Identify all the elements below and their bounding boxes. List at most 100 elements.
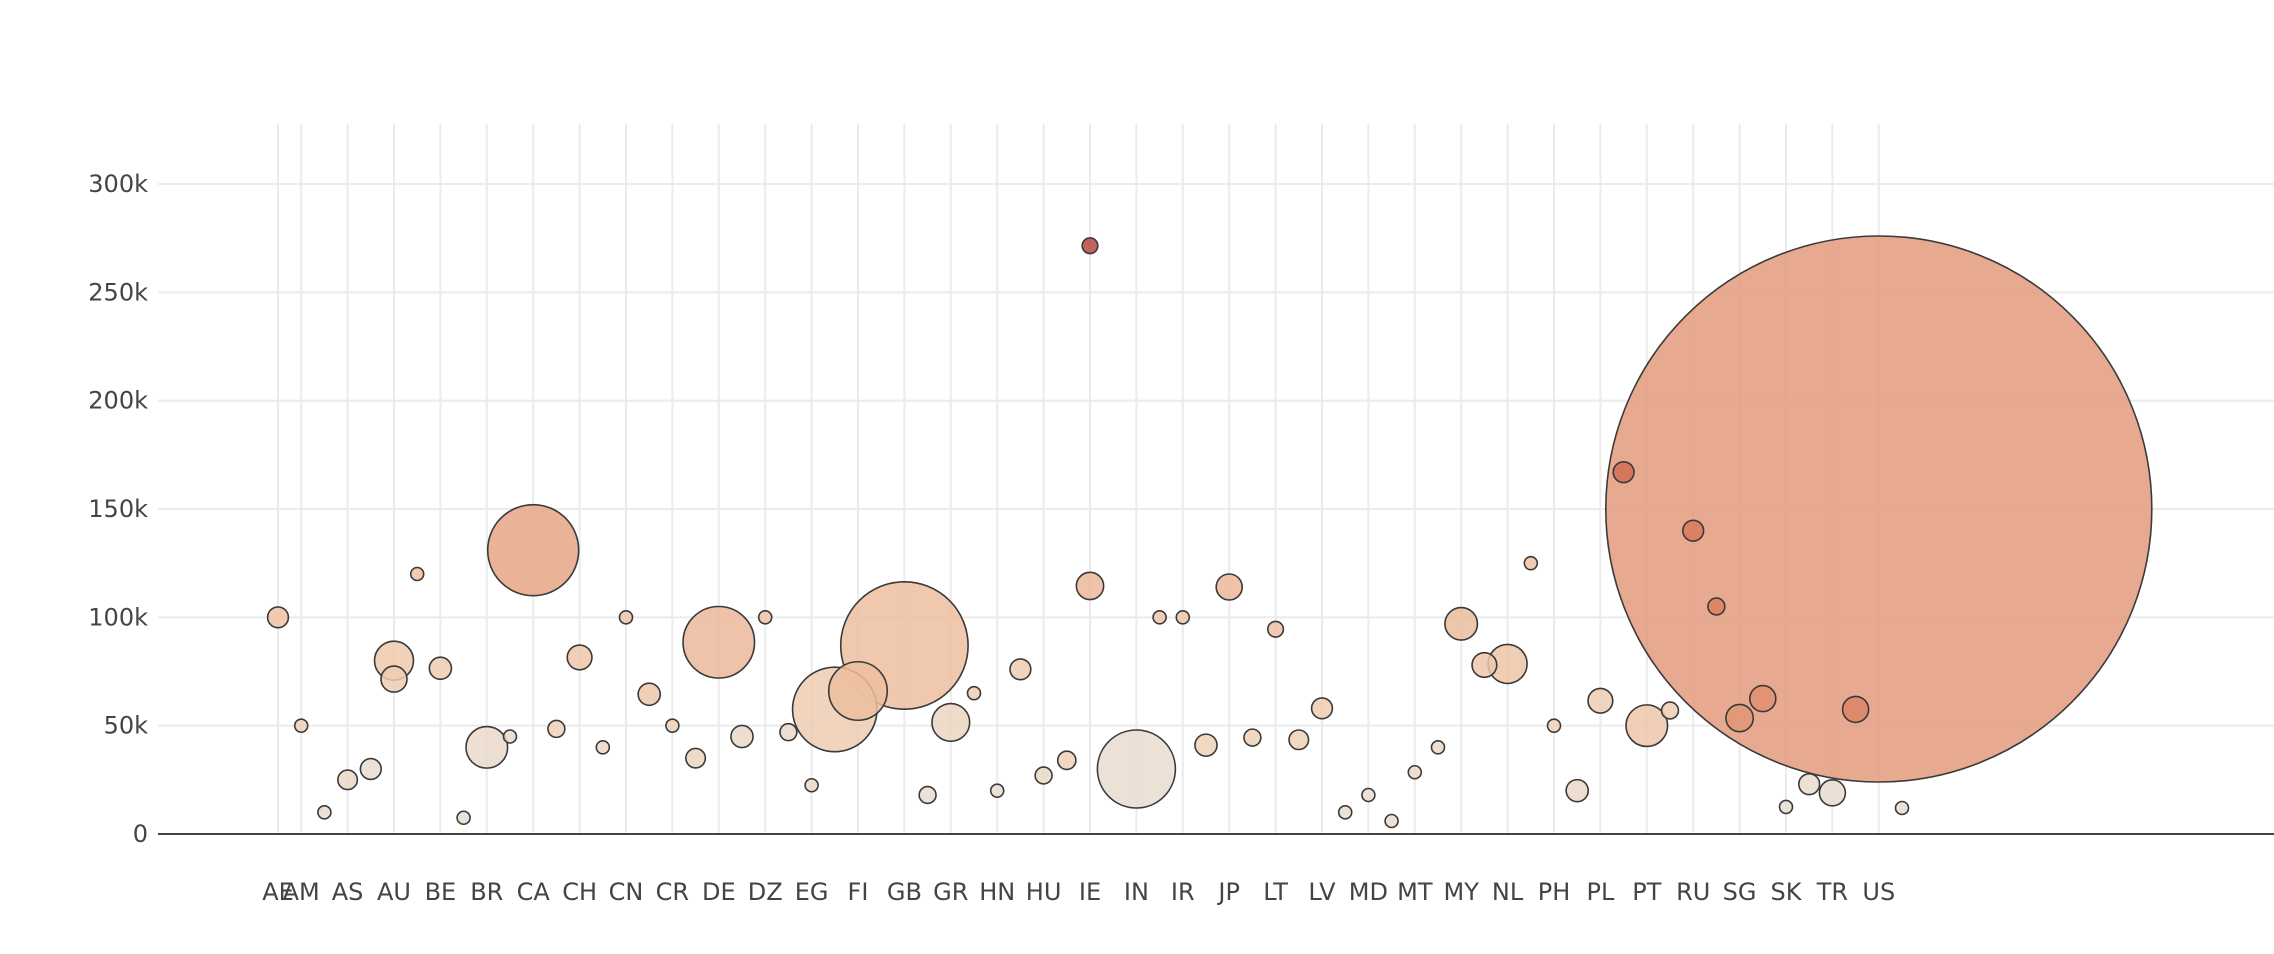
bubble-ee[interactable]	[779, 722, 798, 742]
bubble-iq[interactable]	[1152, 610, 1167, 625]
x-tick-label: PT	[1632, 878, 1661, 906]
bubble-gr[interactable]	[931, 702, 971, 743]
bubble-ng[interactable]	[1471, 651, 1498, 679]
x-tick-label: CR	[656, 878, 689, 906]
y-tick-label: 100k	[88, 603, 148, 631]
bubble-id[interactable]	[1056, 750, 1077, 771]
bubble-ba[interactable]	[409, 566, 425, 582]
bubble-cz[interactable]	[685, 747, 707, 769]
bubble-au[interactable]	[380, 665, 408, 693]
bubble-am[interactable]	[293, 718, 309, 733]
bubble-ua[interactable]	[1841, 695, 1870, 724]
bubble-pl[interactable]	[1587, 687, 1614, 714]
x-tick-label: LV	[1308, 878, 1336, 906]
bubble-bs[interactable]	[502, 729, 518, 744]
bubble-layer	[266, 235, 2153, 829]
bubble-md[interactable]	[1361, 787, 1376, 803]
x-tick-label: AU	[377, 878, 411, 906]
bubble-mt[interactable]	[1407, 764, 1423, 780]
bubble-si[interactable]	[1749, 684, 1777, 713]
bubble-ar[interactable]	[317, 805, 332, 820]
bubble-ro[interactable]	[1660, 701, 1680, 720]
x-tick-label: SG	[1723, 878, 1757, 906]
bubble-cr[interactable]	[665, 718, 680, 733]
bubble-mk[interactable]	[1384, 813, 1399, 829]
bubble-tr[interactable]	[1818, 779, 1847, 807]
bubble-ru[interactable]	[1681, 519, 1705, 542]
bubble-ir[interactable]	[1175, 610, 1191, 625]
bubble-ch[interactable]	[566, 644, 593, 671]
bubble-hr[interactable]	[1009, 658, 1032, 681]
bubble-lu[interactable]	[1288, 729, 1310, 751]
bubble-ie[interactable]	[1075, 571, 1105, 601]
x-tick-label: FI	[848, 878, 869, 906]
bubble-in[interactable]	[1096, 729, 1177, 809]
x-tick-label: DZ	[748, 878, 783, 906]
x-tick-label: HN	[979, 878, 1015, 906]
x-tick-label: IR	[1171, 878, 1195, 906]
bubble-se[interactable]	[1707, 597, 1726, 616]
bubble-ma[interactable]	[1337, 805, 1353, 820]
x-tick-label: GB	[887, 878, 922, 906]
bubble-nz[interactable]	[1523, 555, 1539, 571]
y-tick-label: 150k	[88, 495, 148, 523]
bubble-mx[interactable]	[1430, 740, 1446, 755]
bubble-jp[interactable]	[1215, 573, 1243, 601]
bubble-sk[interactable]	[1778, 799, 1794, 815]
bubble-cl[interactable]	[595, 740, 611, 755]
bubble-th[interactable]	[1797, 772, 1821, 796]
x-tick-label: JP	[1216, 878, 1240, 906]
y-tick-label: 250k	[88, 278, 148, 306]
bubble-hn[interactable]	[989, 783, 1005, 798]
x-tick-label: AS	[332, 878, 364, 906]
bubble-at[interactable]	[359, 757, 382, 781]
x-tick-label: GR	[933, 878, 968, 906]
bubble-eg[interactable]	[804, 777, 819, 793]
bubble-br[interactable]	[465, 725, 509, 769]
bubble-ca[interactable]	[486, 503, 580, 597]
y-tick-label: 300k	[88, 170, 148, 198]
x-tick-label: TR	[1816, 878, 1848, 906]
bubble-my[interactable]	[1444, 606, 1479, 641]
bubble-dk[interactable]	[730, 724, 754, 749]
bubble-ie[interactable]	[1081, 237, 1099, 255]
bubble-dz[interactable]	[757, 610, 773, 625]
bubble-sg[interactable]	[1725, 703, 1755, 733]
bubble-us[interactable]	[1605, 235, 2153, 783]
bubble-ae[interactable]	[266, 606, 290, 629]
x-tick-label: MT	[1397, 878, 1433, 906]
x-tick-label: HU	[1026, 878, 1062, 906]
bubble-pr[interactable]	[1612, 460, 1635, 484]
bubble-ke[interactable]	[1243, 728, 1262, 747]
x-tick-label: EG	[795, 878, 829, 906]
bubble-ph[interactable]	[1546, 718, 1562, 733]
x-tick-label: IE	[1079, 878, 1101, 906]
bubble-cf[interactable]	[547, 719, 566, 739]
bubble-lv[interactable]	[1310, 697, 1334, 720]
bubble-pt[interactable]	[1625, 704, 1669, 748]
x-tick-label: MY	[1444, 878, 1480, 906]
bubble-gh[interactable]	[918, 785, 937, 805]
x-tick-label: PH	[1538, 878, 1571, 906]
bubble-lt[interactable]	[1266, 620, 1285, 638]
x-tick-label: BR	[470, 878, 503, 906]
x-tick-label: DE	[702, 878, 736, 906]
bubble-bo[interactable]	[456, 810, 471, 826]
x-tick-label: MD	[1349, 878, 1388, 906]
bubble-cn[interactable]	[618, 610, 634, 625]
x-tick-label: RU	[1676, 878, 1710, 906]
bubble-be[interactable]	[428, 656, 453, 681]
bubble-hu[interactable]	[1034, 766, 1053, 785]
bubble-as[interactable]	[337, 769, 359, 791]
bubble-it[interactable]	[1194, 733, 1218, 758]
bubble-uz[interactable]	[1894, 800, 1910, 816]
bubble-fi[interactable]	[827, 660, 889, 722]
x-tick-label: CA	[517, 878, 551, 906]
bubble-hk[interactable]	[966, 685, 982, 701]
x-tick-label: CH	[562, 878, 597, 906]
bubble-de[interactable]	[682, 605, 756, 679]
bubble-co[interactable]	[637, 682, 662, 707]
bubble-pk[interactable]	[1565, 778, 1590, 803]
